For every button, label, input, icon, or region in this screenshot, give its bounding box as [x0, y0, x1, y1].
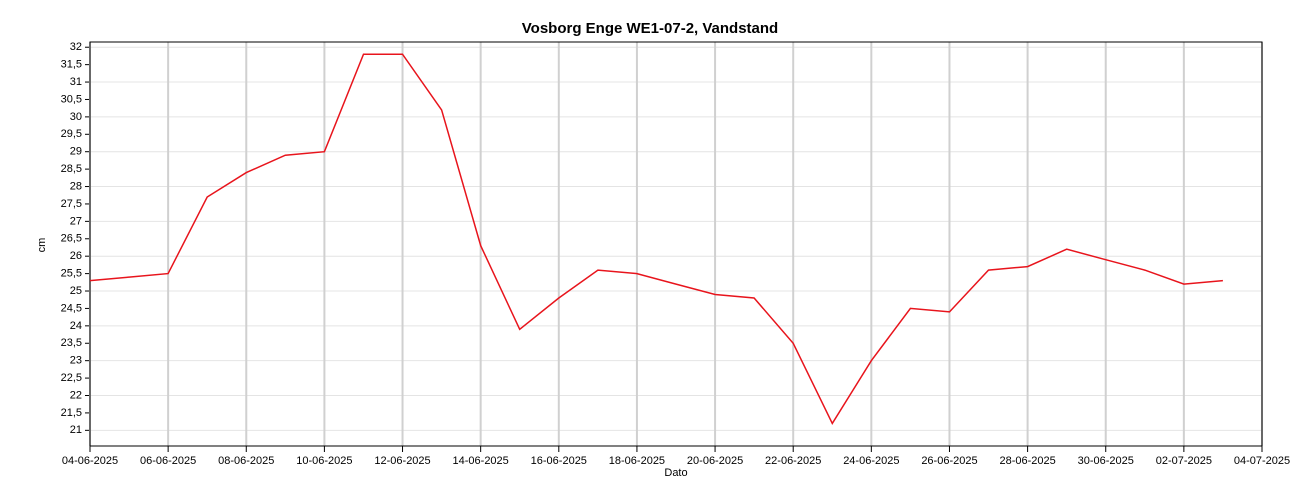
x-tick-label: 04-07-2025 [1234, 455, 1290, 467]
y-tick-label: 30 [70, 111, 82, 123]
x-tick-label: 10-06-2025 [296, 455, 352, 467]
y-tick-label: 31 [70, 76, 82, 88]
y-axis-label: cm [36, 238, 48, 253]
x-tick-label: 08-06-2025 [218, 455, 274, 467]
plot-frame [89, 41, 1263, 447]
y-tick-label: 27 [70, 215, 82, 227]
x-tick-label: 20-06-2025 [687, 455, 743, 467]
y-tick-label: 21 [70, 424, 82, 436]
x-tick-label: 12-06-2025 [374, 455, 430, 467]
data-line [89, 53, 1223, 425]
y-tick-label: 31,5 [61, 59, 82, 71]
y-tick-label: 32 [70, 41, 82, 53]
x-tick-label: 06-06-2025 [140, 455, 196, 467]
y-tick-label: 28 [70, 180, 82, 192]
x-tick-label: 30-06-2025 [1078, 455, 1134, 467]
x-tick-label: 26-06-2025 [921, 455, 977, 467]
x-tick-label: 24-06-2025 [843, 455, 899, 467]
x-tick-label: 16-06-2025 [531, 455, 587, 467]
x-tick-label: 04-06-2025 [62, 455, 118, 467]
y-tick-label: 26,5 [61, 233, 82, 245]
x-tick-label: 02-07-2025 [1156, 455, 1212, 467]
y-tick-label: 29,5 [61, 128, 82, 140]
x-tick-label: 22-06-2025 [765, 455, 821, 467]
y-tick-label: 28,5 [61, 163, 82, 175]
chart-title: Vosborg Enge WE1-07-2, Vandstand [522, 20, 778, 37]
x-tick-label: 14-06-2025 [453, 455, 509, 467]
y-tick-label: 25,5 [61, 268, 82, 280]
y-tick-label: 23,5 [61, 337, 82, 349]
y-tick-label: 29 [70, 146, 82, 158]
y-tick-label: 21,5 [61, 407, 82, 419]
y-tick-label: 22,5 [61, 372, 82, 384]
y-tick-label: 30,5 [61, 93, 82, 105]
y-tick-label: 23 [70, 355, 82, 367]
x-axis-label: Dato [664, 467, 687, 479]
y-tick-label: 24 [70, 320, 82, 332]
y-tick-label: 25 [70, 285, 82, 297]
x-tick-label: 28-06-2025 [999, 455, 1055, 467]
y-tick-label: 24,5 [61, 302, 82, 314]
x-tick-label: 18-06-2025 [609, 455, 665, 467]
y-tick-label: 22 [70, 389, 82, 401]
y-tick-label: 27,5 [61, 198, 82, 210]
y-tick-label: 26 [70, 250, 82, 262]
